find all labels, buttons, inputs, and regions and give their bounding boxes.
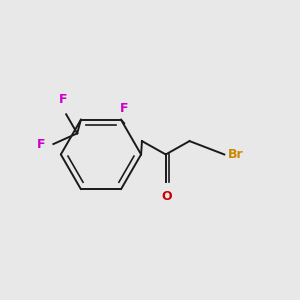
Text: F: F [120,102,128,115]
Text: O: O [161,190,172,203]
Text: Br: Br [228,148,244,161]
Text: F: F [59,93,68,106]
Text: F: F [37,138,45,151]
